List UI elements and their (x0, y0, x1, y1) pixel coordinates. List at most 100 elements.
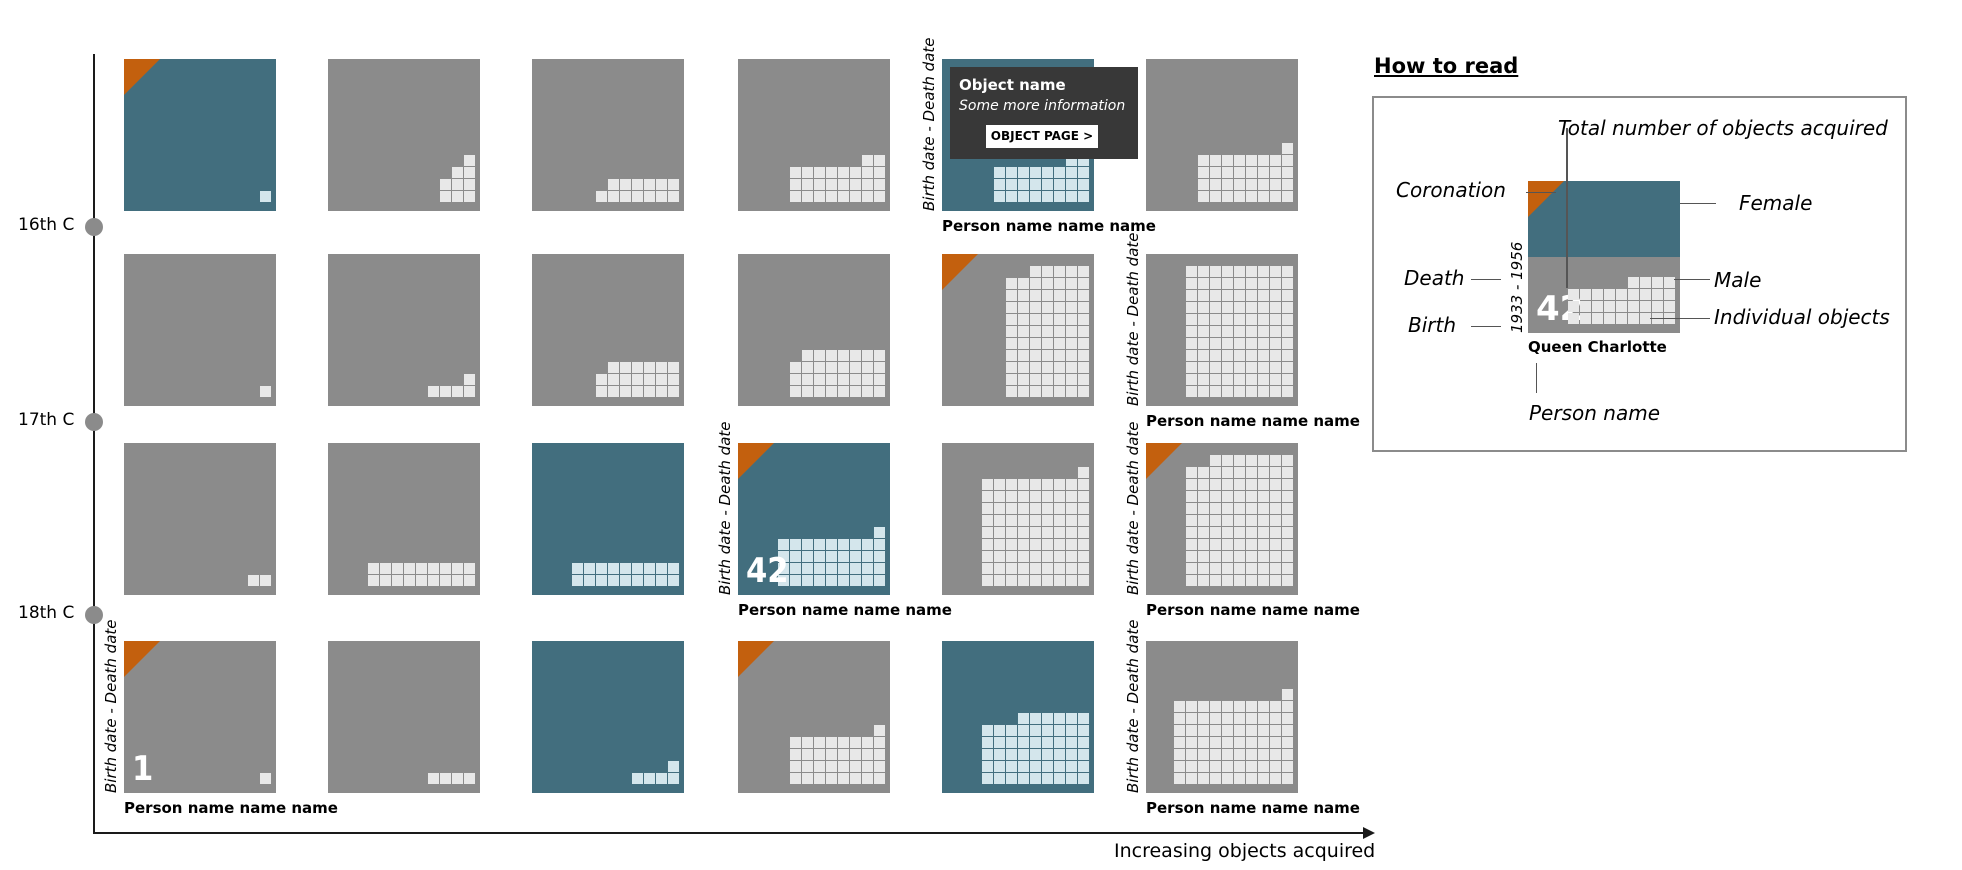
object-square[interactable] (1018, 575, 1029, 586)
object-square[interactable] (1006, 191, 1017, 202)
object-square[interactable] (1018, 374, 1029, 385)
object-square[interactable] (862, 773, 873, 784)
object-square[interactable] (1270, 503, 1281, 514)
object-square[interactable] (1282, 374, 1293, 385)
object-square[interactable] (1210, 167, 1221, 178)
object-square[interactable] (838, 179, 849, 190)
object-square[interactable] (1054, 191, 1065, 202)
object-square[interactable] (1006, 362, 1017, 373)
object-square[interactable] (1042, 374, 1053, 385)
object-square[interactable] (1054, 515, 1065, 526)
object-square[interactable] (1198, 290, 1209, 301)
object-square[interactable] (1030, 773, 1041, 784)
object-square[interactable] (464, 167, 475, 178)
object-square[interactable] (1198, 551, 1209, 562)
object-square[interactable] (1222, 362, 1233, 373)
object-square[interactable] (656, 179, 667, 190)
object-square[interactable] (440, 191, 451, 202)
object-square[interactable] (1282, 314, 1293, 325)
object-square[interactable] (1210, 455, 1221, 466)
object-square[interactable] (668, 374, 679, 385)
object-square[interactable] (862, 737, 873, 748)
object-square[interactable] (826, 575, 837, 586)
object-square[interactable] (874, 761, 885, 772)
object-square[interactable] (1078, 179, 1089, 190)
object-square[interactable] (1234, 386, 1245, 397)
object-square[interactable] (1078, 167, 1089, 178)
object-square[interactable] (1198, 167, 1209, 178)
object-square[interactable] (1258, 761, 1269, 772)
object-square[interactable] (1210, 551, 1221, 562)
object-square[interactable] (874, 362, 885, 373)
object-square[interactable] (1186, 539, 1197, 550)
object-square[interactable] (260, 773, 271, 784)
object-square[interactable] (874, 386, 885, 397)
object-square[interactable] (874, 527, 885, 538)
object-square[interactable] (1054, 713, 1065, 724)
object-square[interactable] (1042, 290, 1053, 301)
object-square[interactable] (1054, 575, 1065, 586)
object-square[interactable] (1210, 179, 1221, 190)
object-square[interactable] (1246, 266, 1257, 277)
object-square[interactable] (1246, 701, 1257, 712)
object-square[interactable] (1186, 326, 1197, 337)
object-square[interactable] (874, 155, 885, 166)
object-square[interactable] (1270, 266, 1281, 277)
object-square[interactable] (1018, 338, 1029, 349)
object-square[interactable] (1234, 338, 1245, 349)
object-square[interactable] (1210, 563, 1221, 574)
object-square[interactable] (1066, 749, 1077, 760)
object-square[interactable] (620, 191, 631, 202)
object-square[interactable] (1210, 725, 1221, 736)
object-square[interactable] (440, 386, 451, 397)
object-square[interactable] (1066, 350, 1077, 361)
object-square[interactable] (632, 191, 643, 202)
object-square[interactable] (874, 551, 885, 562)
object-square[interactable] (1066, 761, 1077, 772)
object-square[interactable] (1198, 278, 1209, 289)
object-square[interactable] (1282, 302, 1293, 313)
object-square[interactable] (1222, 326, 1233, 337)
object-square[interactable] (838, 167, 849, 178)
object-square[interactable] (1042, 491, 1053, 502)
object-square[interactable] (632, 374, 643, 385)
object-square[interactable] (1078, 575, 1089, 586)
object-square[interactable] (1222, 374, 1233, 385)
object-square[interactable] (1186, 749, 1197, 760)
object-square[interactable] (874, 749, 885, 760)
object-square[interactable] (1246, 455, 1257, 466)
object-square[interactable] (1210, 713, 1221, 724)
object-square[interactable] (1186, 338, 1197, 349)
object-square[interactable] (1246, 350, 1257, 361)
object-square[interactable] (1282, 737, 1293, 748)
object-square[interactable] (1198, 302, 1209, 313)
person-tile[interactable] (328, 641, 480, 793)
object-square[interactable] (1078, 386, 1089, 397)
object-square[interactable] (1234, 725, 1245, 736)
object-square[interactable] (1054, 539, 1065, 550)
object-square[interactable] (1258, 713, 1269, 724)
object-square[interactable] (850, 191, 861, 202)
object-square[interactable] (1198, 179, 1209, 190)
object-square[interactable] (1066, 266, 1077, 277)
object-square[interactable] (1078, 527, 1089, 538)
object-square[interactable] (1006, 539, 1017, 550)
object-square[interactable] (1282, 491, 1293, 502)
object-square[interactable] (1210, 302, 1221, 313)
object-square[interactable] (802, 563, 813, 574)
object-square[interactable] (260, 191, 271, 202)
object-square[interactable] (1186, 479, 1197, 490)
object-square[interactable] (1222, 761, 1233, 772)
object-square[interactable] (1006, 491, 1017, 502)
person-tile[interactable] (942, 443, 1094, 595)
object-square[interactable] (1246, 761, 1257, 772)
object-square[interactable] (1210, 290, 1221, 301)
object-square[interactable] (1030, 551, 1041, 562)
object-square[interactable] (1042, 326, 1053, 337)
object-square[interactable] (1258, 575, 1269, 586)
object-square[interactable] (1030, 314, 1041, 325)
object-square[interactable] (656, 575, 667, 586)
object-square[interactable] (1066, 773, 1077, 784)
object-square[interactable] (1042, 527, 1053, 538)
object-square[interactable] (1258, 515, 1269, 526)
